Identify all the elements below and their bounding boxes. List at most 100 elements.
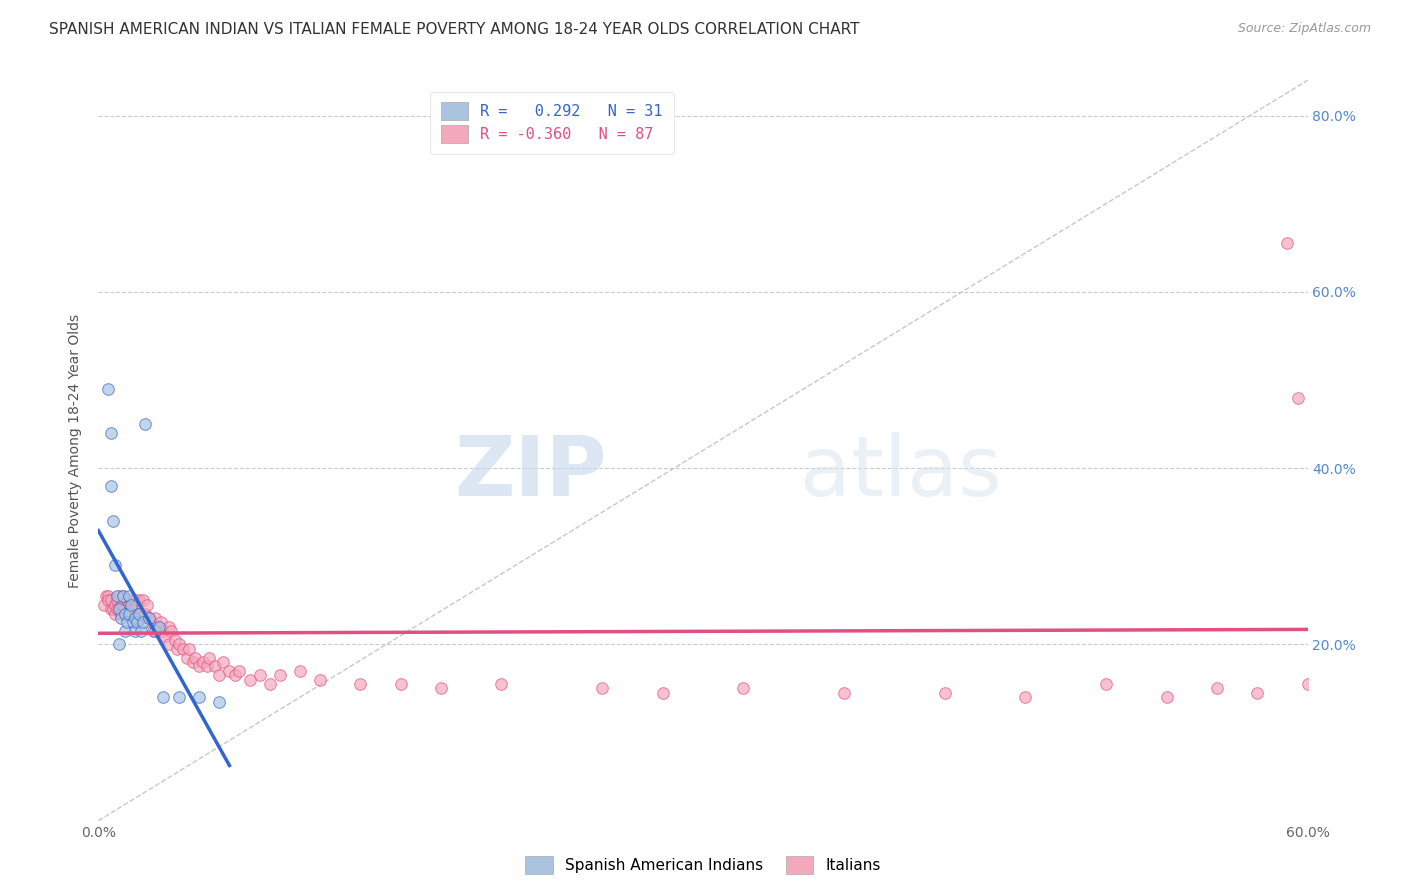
Point <box>114 607 136 621</box>
Point <box>121 602 143 616</box>
Point <box>167 637 190 651</box>
Point <box>188 690 211 705</box>
Point <box>97 593 120 607</box>
Point <box>309 673 332 687</box>
Point <box>166 641 188 656</box>
Point <box>125 607 148 621</box>
Point <box>129 624 152 639</box>
Point <box>100 425 122 440</box>
Point <box>97 382 120 396</box>
Point <box>212 655 235 669</box>
Point <box>288 664 311 678</box>
Point <box>172 641 194 656</box>
Point <box>389 677 412 691</box>
Point <box>118 607 141 621</box>
Point <box>124 624 146 639</box>
Point <box>1277 236 1299 251</box>
Point <box>160 624 183 639</box>
Point <box>135 598 157 612</box>
Point <box>239 673 262 687</box>
Point <box>224 668 246 682</box>
Point <box>138 611 160 625</box>
Point <box>934 686 956 700</box>
Point <box>115 593 138 607</box>
Text: SPANISH AMERICAN INDIAN VS ITALIAN FEMALE POVERTY AMONG 18-24 YEAR OLDS CORRELAT: SPANISH AMERICAN INDIAN VS ITALIAN FEMAL… <box>49 22 859 37</box>
Text: atlas: atlas <box>800 432 1001 513</box>
Point <box>111 589 134 603</box>
Point <box>115 615 138 630</box>
Point <box>153 628 176 642</box>
Point <box>134 417 156 431</box>
Point <box>1286 391 1309 405</box>
Y-axis label: Female Poverty Among 18-24 Year Olds: Female Poverty Among 18-24 Year Olds <box>69 313 83 588</box>
Point <box>111 598 134 612</box>
Point <box>179 641 201 656</box>
Point <box>103 558 125 572</box>
Point <box>107 602 129 616</box>
Point <box>1095 677 1118 691</box>
Point <box>114 602 136 616</box>
Point <box>349 677 371 691</box>
Point <box>163 632 186 647</box>
Point <box>832 686 855 700</box>
Point <box>103 607 125 621</box>
Point <box>128 607 150 621</box>
Point <box>138 611 160 625</box>
Point <box>208 668 231 682</box>
Point <box>100 593 122 607</box>
Point <box>228 664 250 678</box>
Point <box>152 624 174 639</box>
Point <box>591 681 613 696</box>
Point <box>101 514 124 528</box>
Point <box>204 659 226 673</box>
Point <box>733 681 755 696</box>
Point <box>128 607 150 621</box>
Point <box>100 479 122 493</box>
Point <box>124 611 146 625</box>
Point <box>148 620 170 634</box>
Point <box>259 677 281 691</box>
Point <box>120 593 142 607</box>
Point <box>120 602 142 616</box>
Point <box>208 695 231 709</box>
Point <box>107 589 129 603</box>
Point <box>93 598 115 612</box>
Point <box>129 611 152 625</box>
Point <box>132 615 155 630</box>
Point <box>128 593 150 607</box>
Point <box>120 598 142 612</box>
Point <box>1156 690 1178 705</box>
Point <box>132 593 155 607</box>
Text: ZIP: ZIP <box>454 432 606 513</box>
Point <box>491 677 513 691</box>
Point <box>198 650 221 665</box>
Point <box>110 607 132 621</box>
Point <box>105 602 128 616</box>
Point <box>157 620 180 634</box>
Point <box>110 611 132 625</box>
Point <box>103 598 125 612</box>
Point <box>121 615 143 630</box>
Point <box>143 611 166 625</box>
Point <box>1296 677 1319 691</box>
Point <box>188 659 211 673</box>
Point <box>193 655 215 669</box>
Point <box>157 637 180 651</box>
Point <box>134 607 156 621</box>
Point <box>1014 690 1036 705</box>
Point <box>1246 686 1268 700</box>
Point <box>107 637 129 651</box>
Point <box>107 602 129 616</box>
Point <box>124 593 146 607</box>
Point <box>118 589 141 603</box>
Point <box>181 655 204 669</box>
Point <box>139 615 162 630</box>
Point <box>111 589 134 603</box>
Point <box>114 624 136 639</box>
Point <box>101 602 124 616</box>
Point <box>167 690 190 705</box>
Point <box>195 659 218 673</box>
Point <box>100 602 122 616</box>
Point <box>114 607 136 621</box>
Point <box>430 681 453 696</box>
